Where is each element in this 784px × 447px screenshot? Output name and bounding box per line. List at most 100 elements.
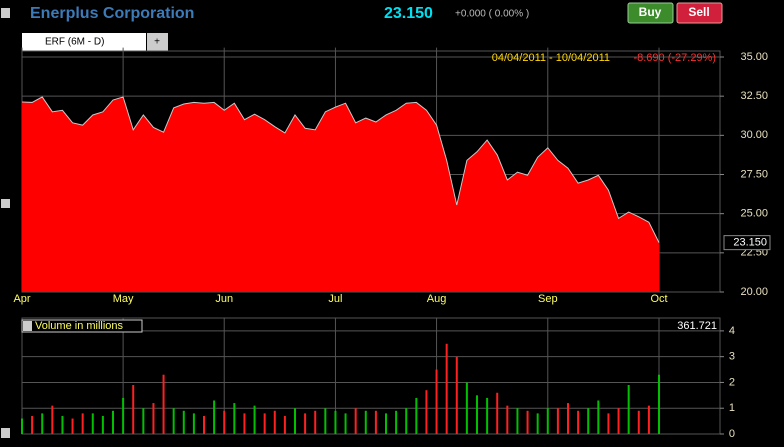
volume-bar <box>294 408 296 434</box>
y-tick-label: 25.00 <box>740 208 768 220</box>
volume-bar <box>344 413 347 434</box>
x-tick-label: May <box>113 293 134 305</box>
volume-bar <box>314 410 317 434</box>
volume-bar <box>122 397 125 434</box>
x-tick-label: Aug <box>427 293 447 305</box>
buy-label[interactable]: Buy <box>639 5 662 19</box>
volume-bar <box>152 403 155 434</box>
volume-bar <box>273 410 276 434</box>
volume-bar <box>374 410 377 434</box>
y-tick-label: 0 <box>729 428 735 440</box>
volume-bar <box>658 374 660 434</box>
volume-bar <box>172 408 175 434</box>
volume-bar <box>577 410 580 434</box>
scroll-down[interactable] <box>1 428 10 438</box>
volume-bar <box>496 392 499 434</box>
volume-bar <box>132 385 135 434</box>
volume-bar <box>597 400 600 434</box>
y-tick-label: 1 <box>729 402 735 414</box>
volume-bar <box>263 413 266 434</box>
volume-bar <box>61 415 64 434</box>
volume-bar <box>233 403 236 434</box>
volume-bar <box>213 400 216 434</box>
y-tick-label: 3 <box>729 351 735 363</box>
y-tick-label: 22.50 <box>740 247 768 259</box>
volume-title: Volume in millions <box>35 320 124 332</box>
volume-bar <box>587 408 590 434</box>
volume-bar <box>112 410 114 434</box>
volume-bar <box>71 418 74 434</box>
tab-label[interactable]: ERF (6M - D) <box>45 37 104 48</box>
volume-bar <box>445 343 448 434</box>
volume-bar <box>556 408 559 434</box>
tab[interactable] <box>22 33 146 51</box>
volume-bar <box>81 413 84 434</box>
scroll-up[interactable] <box>1 8 10 18</box>
volume-bar <box>607 413 610 434</box>
volume-bar <box>324 408 327 434</box>
close-indicator <box>23 321 32 331</box>
y-tick-label: 35.00 <box>740 51 768 63</box>
volume-bar <box>304 413 307 434</box>
volume-bar <box>567 403 569 434</box>
volume-bar <box>405 408 408 434</box>
volume-bar <box>465 382 468 434</box>
volume-last: 361.721 <box>677 320 717 332</box>
buy-button[interactable] <box>627 2 674 24</box>
y-tick-label: 30.00 <box>740 129 768 141</box>
add-tab-label[interactable]: + <box>154 37 160 48</box>
volume-bar <box>283 415 286 434</box>
volume-bar <box>364 410 367 434</box>
y-tick-label: 2 <box>729 376 735 388</box>
volume-bar <box>253 405 256 434</box>
volume-bar <box>223 410 226 434</box>
last-price-box <box>723 235 771 251</box>
last-price: 23.150 <box>384 5 433 22</box>
volume-bar <box>243 413 246 434</box>
volume-bar <box>31 415 34 434</box>
company-title: Enerplus Corporation <box>30 5 194 22</box>
volume-legend-box <box>21 319 143 333</box>
volume-bar <box>627 385 630 434</box>
volume-bar <box>455 356 458 434</box>
volume-bar <box>101 415 104 434</box>
volume-bar <box>647 405 650 434</box>
period-change: -8.690 (-27.29%) <box>633 52 716 64</box>
volume-bar <box>415 397 418 434</box>
volume-bar <box>395 410 398 434</box>
y-tick-label: 20.00 <box>740 286 768 298</box>
add-tab[interactable] <box>147 33 168 51</box>
volume-bar <box>142 408 145 434</box>
volume-bar <box>182 410 185 434</box>
x-tick-label: Sep <box>538 293 558 305</box>
volume-bar <box>91 413 94 434</box>
volume-bar <box>536 413 539 434</box>
sell-label[interactable]: Sell <box>688 5 709 19</box>
volume-bar <box>486 397 489 434</box>
volume-bar <box>506 405 509 434</box>
sell-button[interactable] <box>676 2 723 24</box>
price-line <box>21 96 660 243</box>
volume-bar <box>435 369 438 434</box>
volume-bar <box>546 408 549 434</box>
y-tick-label: 4 <box>729 325 735 337</box>
volume-bar <box>425 390 428 434</box>
volume-bar <box>385 413 387 434</box>
volume-bar <box>516 408 519 434</box>
y-tick-label: 32.50 <box>740 90 768 102</box>
volume-bar <box>354 408 357 434</box>
y-tick-label: 27.50 <box>740 168 768 180</box>
x-tick-label: Jun <box>215 293 233 305</box>
volume-bar <box>617 408 620 434</box>
volume-bar <box>526 410 529 434</box>
x-tick-label: Oct <box>650 293 667 305</box>
volume-bar <box>203 415 205 434</box>
volume-bar <box>41 413 44 434</box>
volume-bar <box>162 374 165 434</box>
panel-toggle[interactable] <box>1 199 10 208</box>
x-tick-label: Jul <box>328 293 342 305</box>
price-change: +0.000 ( 0.00% ) <box>455 9 529 20</box>
volume-bar <box>476 395 478 434</box>
